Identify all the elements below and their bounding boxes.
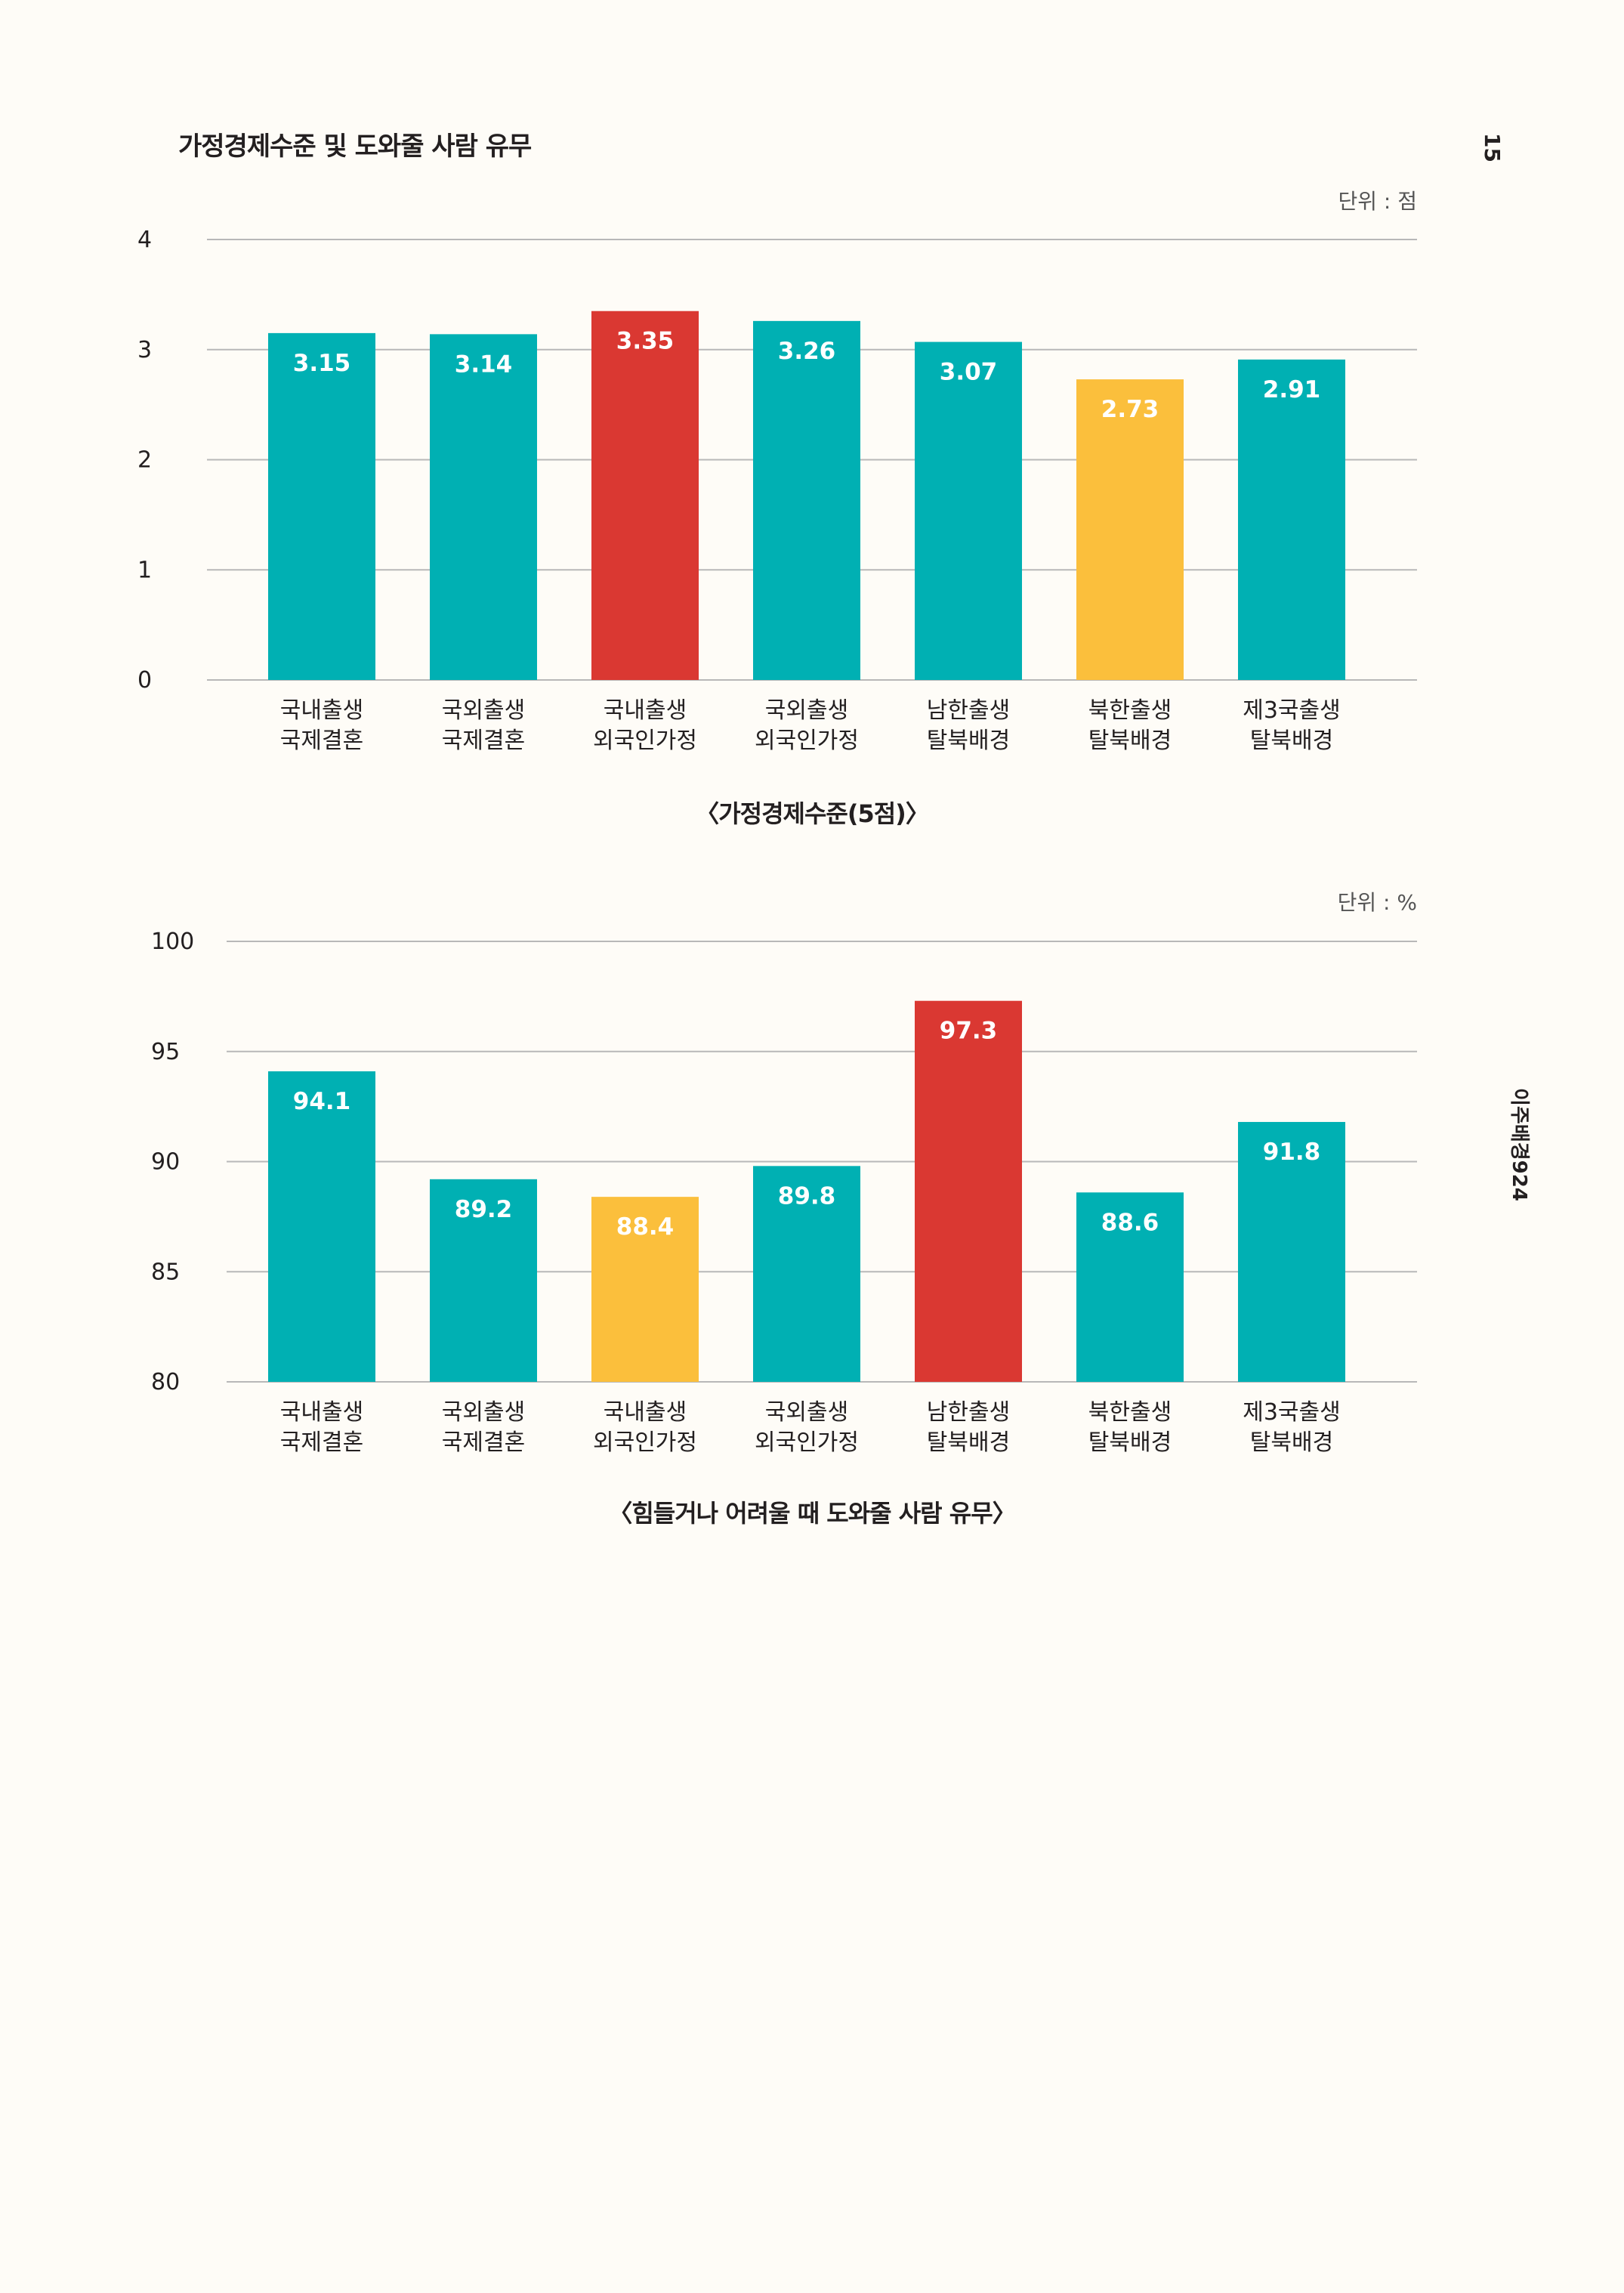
x-tick-label: 탈북배경 xyxy=(1088,1429,1172,1456)
x-tick-label: 외국인가정 xyxy=(593,728,697,754)
bar xyxy=(268,332,375,680)
x-tick-label: 국제결혼 xyxy=(280,1429,363,1456)
x-tick-label: 제3국출생 xyxy=(1243,697,1341,724)
x-tick-label: 국내출생 xyxy=(604,697,687,724)
y-tick-label: 95 xyxy=(151,1039,180,1065)
bar-value-label: 3.15 xyxy=(293,350,351,377)
x-tick-label: 국외출생 xyxy=(442,1399,525,1426)
bar xyxy=(430,334,537,680)
y-tick-label: 1 xyxy=(137,557,152,583)
bar-value-label: 3.14 xyxy=(455,351,513,378)
unit-label: 단위 : % xyxy=(1338,890,1417,915)
x-tick-label: 외국인가정 xyxy=(593,1429,697,1456)
x-tick-label: 탈북배경 xyxy=(1088,728,1172,754)
bar-value-label: 97.3 xyxy=(940,1018,998,1045)
bar xyxy=(915,341,1022,680)
bar xyxy=(753,320,860,680)
x-tick-label: 탈북배경 xyxy=(1250,1429,1333,1456)
y-tick-label: 100 xyxy=(151,929,194,955)
bar-value-label: 89.2 xyxy=(455,1196,513,1223)
chart-caption-household-economy: 〈가정경제수준(5점)〉 xyxy=(695,799,930,828)
x-tick-label: 국외출생 xyxy=(442,697,525,724)
y-tick-label: 2 xyxy=(137,447,152,474)
bar-value-label: 3.07 xyxy=(940,359,998,386)
x-tick-label: 국제결혼 xyxy=(280,728,363,754)
page-title: 가정경제수준 및 도와줄 사람 유무 xyxy=(178,131,532,162)
bar xyxy=(591,311,699,680)
x-tick-label: 외국인가정 xyxy=(755,728,859,754)
bar-value-label: 88.4 xyxy=(616,1213,675,1241)
bar xyxy=(1238,1122,1345,1382)
bar-value-label: 3.35 xyxy=(616,328,675,355)
y-tick-label: 4 xyxy=(137,227,152,253)
bar xyxy=(753,1166,860,1382)
x-tick-label: 탈북배경 xyxy=(927,728,1010,754)
x-tick-label: 북한출생 xyxy=(1088,697,1172,724)
bar xyxy=(591,1197,699,1382)
bar xyxy=(1076,379,1184,680)
bar xyxy=(1076,1192,1184,1382)
x-tick-label: 제3국출생 xyxy=(1243,1399,1341,1426)
x-tick-label: 탈북배경 xyxy=(927,1429,1010,1456)
x-tick-label: 탈북배경 xyxy=(1250,728,1333,754)
y-tick-label: 0 xyxy=(137,667,152,694)
bar-value-label: 2.91 xyxy=(1263,376,1321,403)
x-tick-label: 국내출생 xyxy=(604,1399,687,1426)
unit-label: 단위 : 점 xyxy=(1338,189,1417,214)
x-tick-label: 남한출생 xyxy=(927,697,1010,724)
bar-value-label: 3.26 xyxy=(778,338,836,365)
page-number: 15 xyxy=(1480,133,1505,162)
chart-caption-helper-availability: 〈힘들거나 어려울 때 도와줄 사람 유무〉 xyxy=(608,1499,1016,1528)
bar-value-label: 2.73 xyxy=(1101,396,1159,423)
x-tick-label: 국제결혼 xyxy=(442,1429,525,1456)
x-tick-label: 국제결혼 xyxy=(442,728,525,754)
x-tick-label: 남한출생 xyxy=(927,1399,1010,1426)
bar-value-label: 94.1 xyxy=(293,1088,351,1115)
x-tick-label: 외국인가정 xyxy=(755,1429,859,1456)
bar xyxy=(915,1000,1022,1382)
x-tick-label: 국내출생 xyxy=(280,1399,363,1426)
x-tick-label: 국외출생 xyxy=(765,1399,848,1426)
x-tick-label: 국내출생 xyxy=(280,697,363,724)
bar-value-label: 91.8 xyxy=(1263,1139,1321,1166)
y-tick-label: 90 xyxy=(151,1149,180,1176)
x-tick-label: 북한출생 xyxy=(1088,1399,1172,1426)
bar xyxy=(268,1071,375,1382)
bar-value-label: 89.8 xyxy=(778,1182,836,1210)
bar-value-label: 88.6 xyxy=(1101,1209,1159,1236)
y-tick-label: 80 xyxy=(151,1369,180,1395)
y-tick-label: 85 xyxy=(151,1259,180,1285)
x-tick-label: 국외출생 xyxy=(765,697,848,724)
bar xyxy=(430,1179,537,1382)
bar xyxy=(1238,359,1345,680)
y-tick-label: 3 xyxy=(137,337,152,363)
